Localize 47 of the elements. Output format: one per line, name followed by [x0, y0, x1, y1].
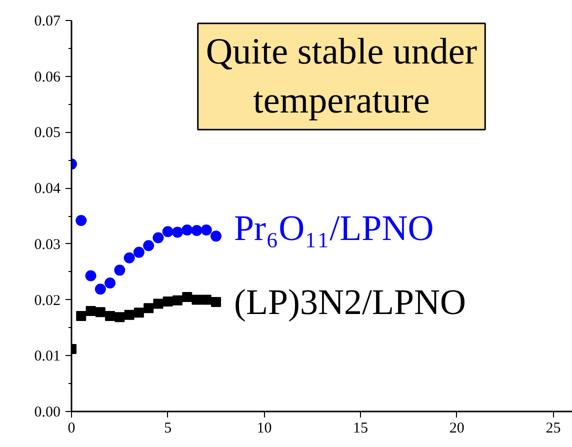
- point: [76, 214, 87, 226]
- point: [192, 294, 202, 305]
- point: [162, 296, 173, 306]
- point: [104, 278, 116, 289]
- point: [86, 306, 96, 316]
- x-tick-label: 15: [353, 420, 368, 436]
- annotation: Quite stable under temperature: [206, 31, 478, 122]
- point: [133, 246, 144, 258]
- point: [143, 240, 154, 252]
- point: [172, 226, 183, 238]
- point: [105, 310, 116, 321]
- point: [114, 312, 125, 322]
- y-tick-label: 0.03: [34, 236, 60, 253]
- y-tick-label: 0.02: [34, 292, 60, 309]
- point: [210, 230, 222, 242]
- y-tick-label: 0.05: [34, 125, 60, 142]
- x-tick-label: 5: [164, 420, 172, 436]
- point: [95, 307, 106, 318]
- point: [124, 310, 134, 320]
- x-tick-label: 0: [68, 420, 76, 436]
- y-tick-label: 0.00: [34, 404, 60, 420]
- y-tick-label: 0.04: [34, 181, 61, 198]
- x-tick-label: 25: [546, 420, 561, 436]
- x-tick-label: 10: [256, 420, 272, 436]
- point: [134, 308, 144, 318]
- point: [201, 294, 212, 305]
- series-label: Pr₆O₁₁/LPNO: [234, 208, 434, 248]
- point: [144, 303, 154, 314]
- x-tick-label: 20: [449, 420, 464, 436]
- point: [182, 292, 192, 302]
- point: [211, 297, 222, 308]
- y-tick-label: 0.01: [34, 348, 60, 365]
- point: [153, 298, 164, 309]
- point: [76, 310, 86, 321]
- point: [172, 295, 182, 306]
- y-tick-label: 0.07: [34, 14, 61, 30]
- point: [200, 224, 212, 236]
- y-tick-label: 0.06: [34, 69, 61, 86]
- point: [191, 225, 202, 236]
- point: [152, 232, 164, 244]
- point: [94, 284, 106, 295]
- point: [85, 270, 96, 282]
- point: [182, 224, 193, 236]
- point: [114, 264, 126, 276]
- point: [162, 226, 174, 238]
- point: [124, 252, 135, 264]
- series-label: (LP)3N2/LPNO: [234, 282, 466, 322]
